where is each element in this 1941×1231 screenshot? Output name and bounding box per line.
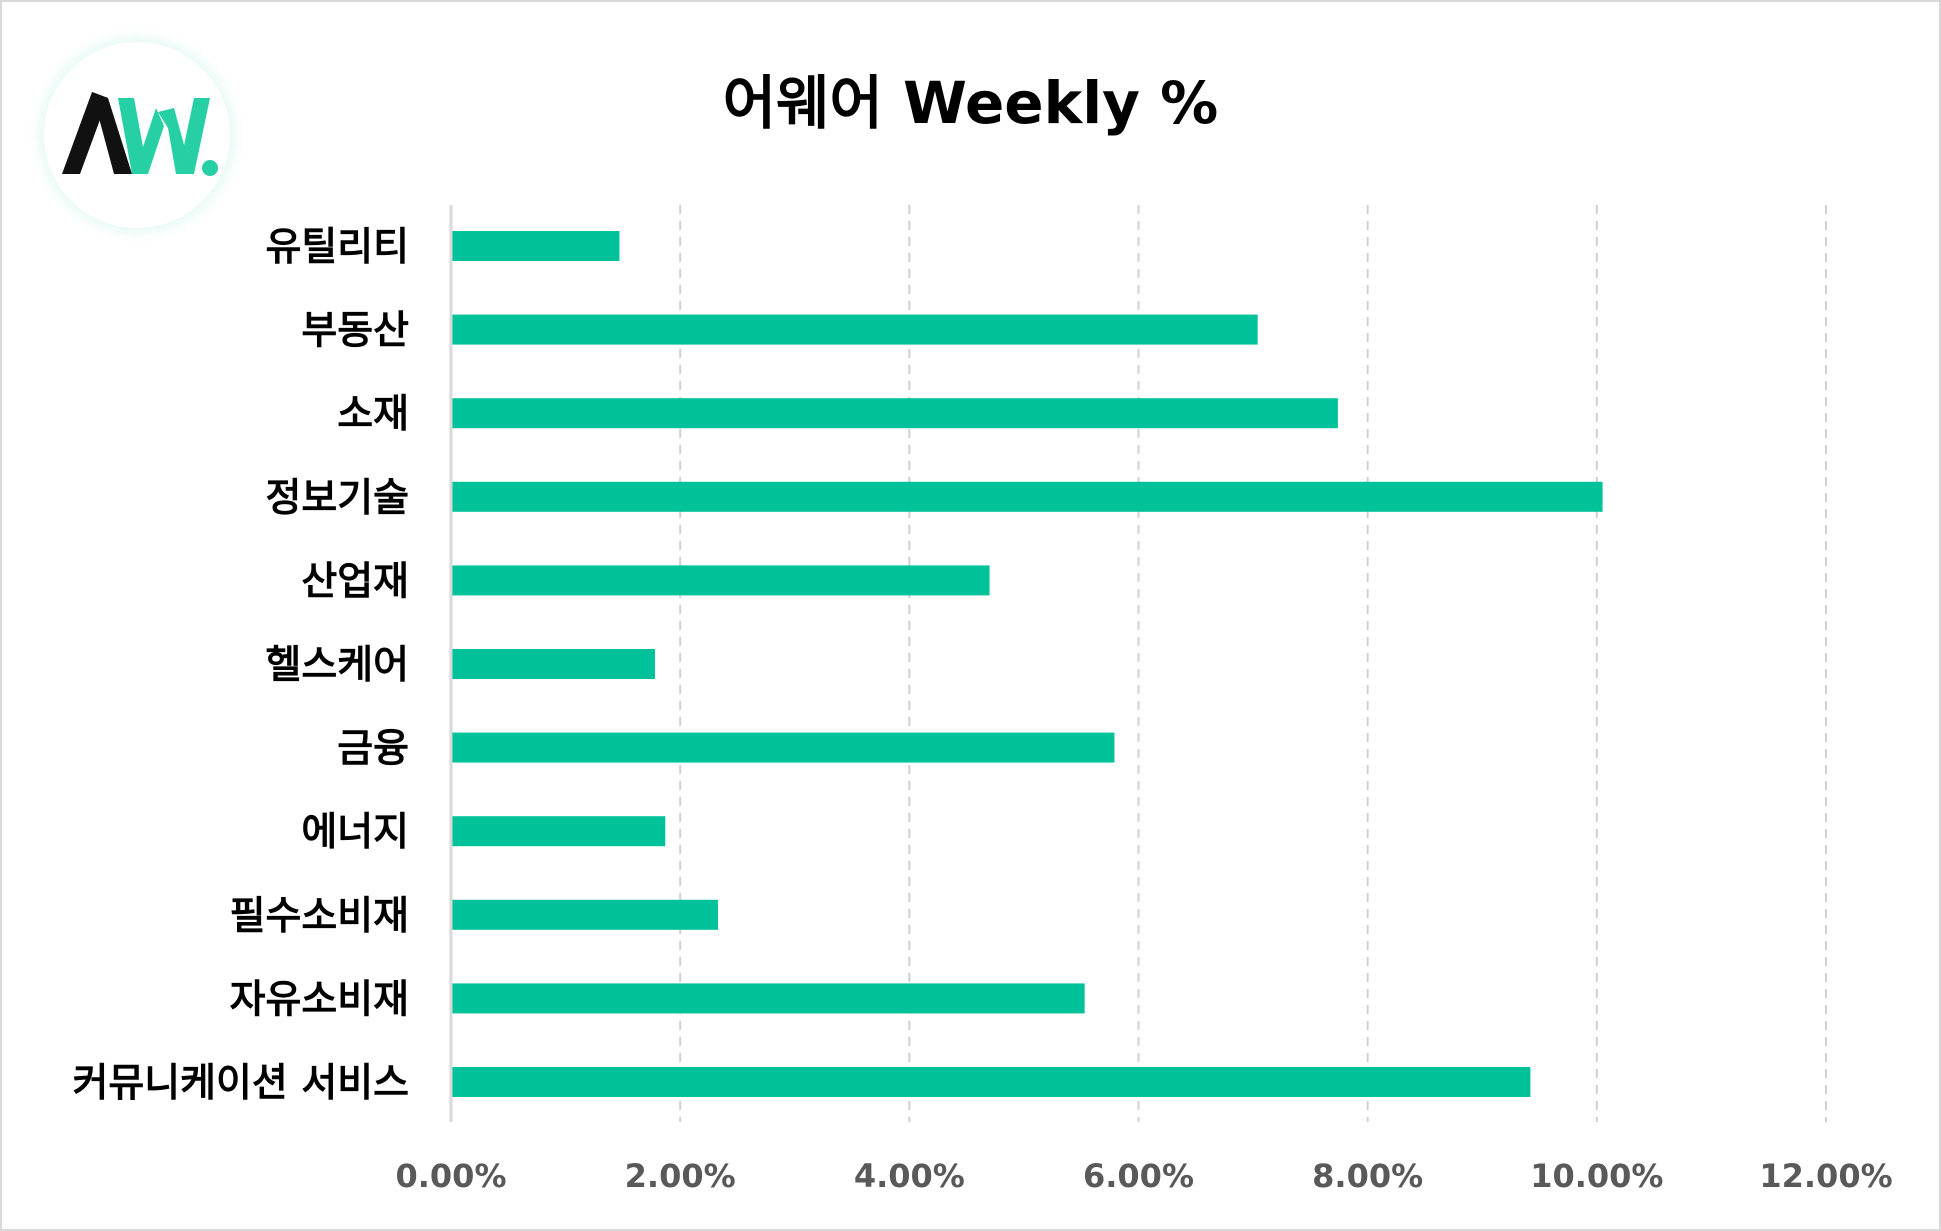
category-label: 필수소비재: [230, 894, 409, 939]
bar: [451, 314, 1258, 345]
category-label: 산업재: [301, 559, 409, 604]
bars: [451, 231, 1603, 1097]
grid-lines: [679, 205, 1827, 1122]
logo-a-inner: [92, 92, 132, 174]
bar: [451, 816, 666, 847]
bar: [451, 649, 655, 679]
x-tick-label: 0.00%: [395, 1157, 506, 1195]
category-label: 소재: [337, 392, 409, 437]
logo-w-stroke-4: [178, 98, 210, 174]
x-tick-label: 6.00%: [1083, 1157, 1194, 1195]
bar: [451, 398, 1338, 429]
bar: [451, 732, 1115, 763]
bar: [451, 1067, 1531, 1097]
category-label: 정보기술: [265, 476, 409, 521]
category-label: 에너지: [301, 810, 409, 855]
category-label: 금융: [337, 727, 409, 772]
category-label: 자유소비재: [230, 977, 409, 1022]
bar: [451, 565, 990, 596]
logo-a-stroke: [62, 92, 108, 174]
bar: [451, 231, 620, 261]
x-tick-label: 2.00%: [625, 1157, 736, 1195]
chart-title: 어웨어 Weekly %: [722, 69, 1219, 137]
logo-dot: [202, 160, 218, 176]
category-label: 헬스케어: [265, 643, 409, 688]
bar: [451, 899, 718, 930]
tick-labels: 0.00% 2.00% 4.00% 6.00% 8.00% 10.00% 12.00%: [395, 1157, 1892, 1195]
x-tick-label: 4.00%: [854, 1157, 965, 1195]
x-tick-label: 12.00%: [1759, 1157, 1892, 1195]
logo-w-stroke-2: [134, 108, 164, 174]
category-labels: 유틸리티부동산소재정보기술산업재헬스케어금융에너지필수소비재자유소비재커뮤니케이…: [73, 225, 410, 1106]
aw-logo-icon: [44, 42, 230, 228]
category-label: 유틸리티: [265, 225, 409, 270]
x-tick-label: 8.00%: [1312, 1157, 1423, 1195]
x-tick-label: 10.00%: [1530, 1157, 1663, 1195]
category-label: 부동산: [301, 309, 409, 354]
bar: [451, 481, 1603, 512]
category-label: 커뮤니케이션 서비스: [73, 1061, 410, 1106]
bar: [451, 983, 1085, 1014]
